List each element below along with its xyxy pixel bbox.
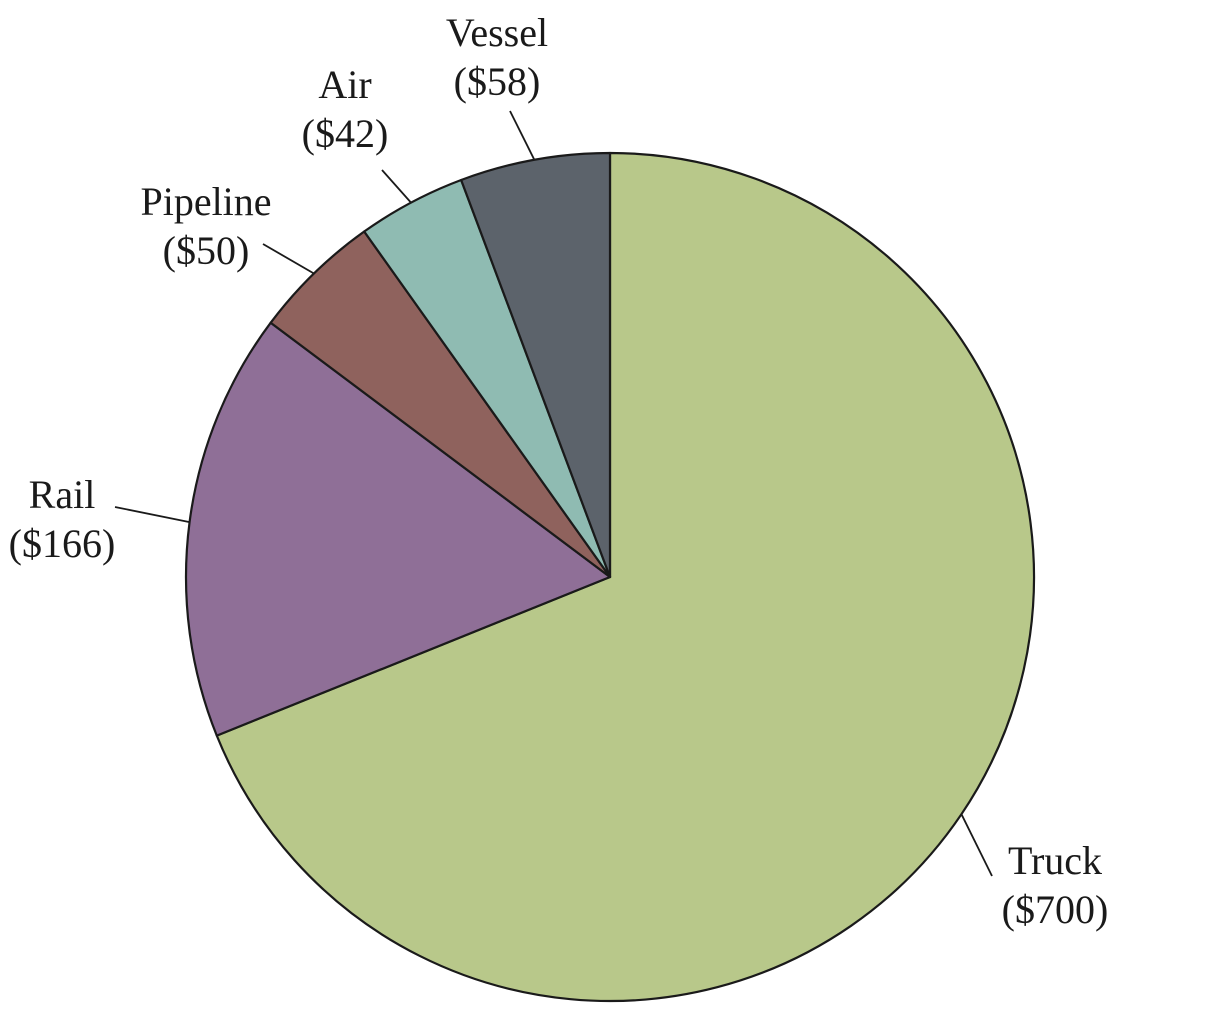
pie-slices bbox=[184, 151, 1036, 1003]
label-air-value: ($42) bbox=[302, 111, 389, 156]
label-pipeline-name: Pipeline bbox=[140, 179, 271, 224]
leader-rail bbox=[114, 506, 190, 523]
label-vessel-name: Vessel bbox=[446, 10, 548, 55]
label-air-name: Air bbox=[318, 62, 371, 107]
label-rail-value: ($166) bbox=[9, 521, 116, 566]
slice-truck bbox=[215, 151, 1036, 1003]
label-rail-name: Rail bbox=[29, 472, 96, 517]
label-pipeline-value: ($50) bbox=[163, 228, 250, 273]
label-truck-value: ($700) bbox=[1002, 887, 1109, 932]
label-truck-name: Truck bbox=[1008, 838, 1102, 883]
label-vessel-value: ($58) bbox=[454, 59, 541, 104]
leader-truck bbox=[960, 813, 993, 877]
leader-pipeline bbox=[262, 243, 315, 275]
slice-rail bbox=[184, 321, 612, 737]
slice-vessel bbox=[460, 151, 612, 579]
leader-air bbox=[381, 169, 412, 204]
leader-vessel bbox=[509, 110, 536, 161]
leader-lines bbox=[114, 110, 993, 877]
